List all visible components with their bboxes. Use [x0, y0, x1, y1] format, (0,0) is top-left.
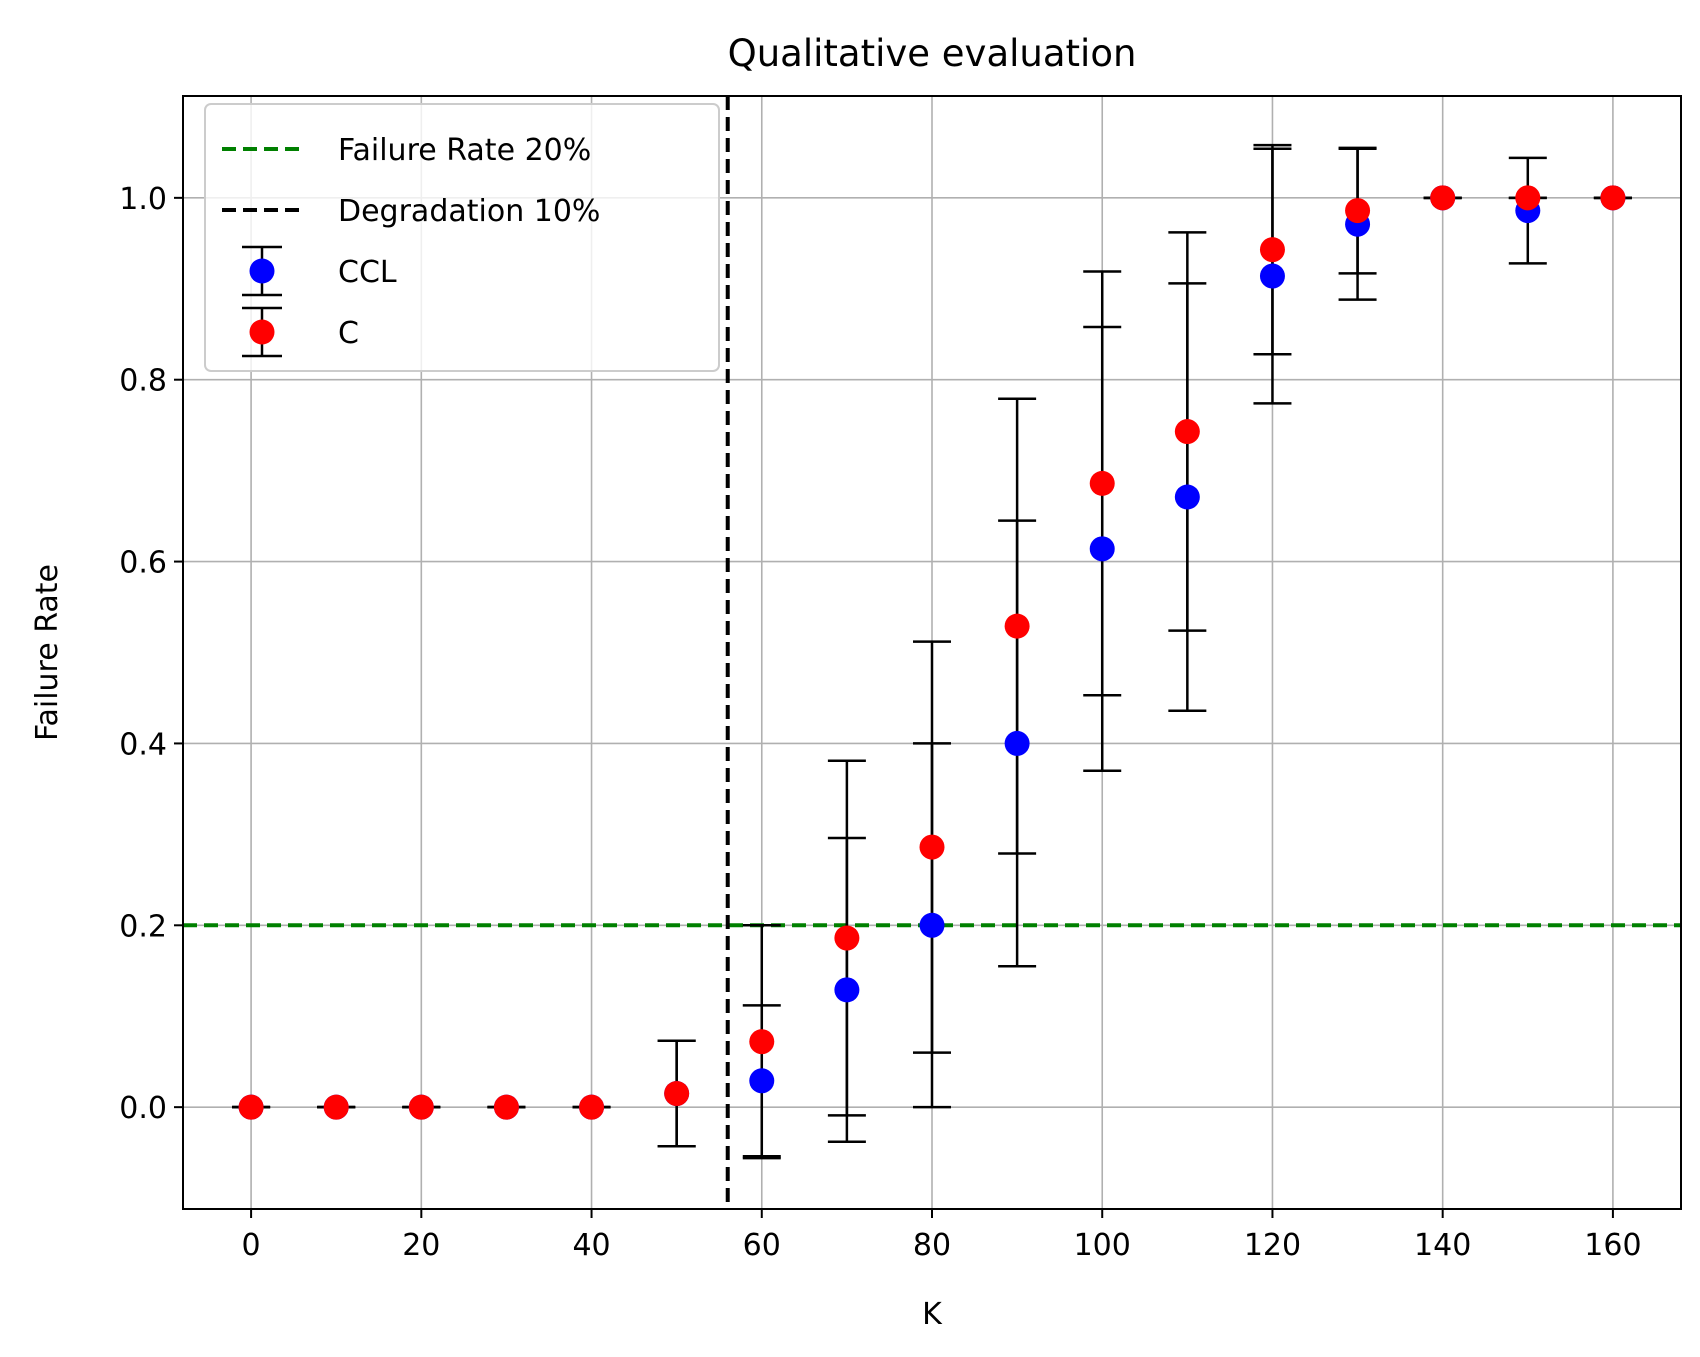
data-point-ccl: [749, 1068, 775, 1094]
data-points: [238, 185, 1626, 1120]
chart-title: Qualitative evaluation: [728, 32, 1137, 75]
y-axis-label: Failure Rate: [30, 564, 65, 741]
legend: Failure Rate 20% Degradation 10% CCL C: [204, 103, 720, 372]
data-point-c: [1089, 470, 1115, 496]
legend-label: Degradation 10%: [338, 194, 600, 229]
legend-box: [204, 103, 720, 372]
data-point-c: [1430, 185, 1456, 211]
data-point-c: [493, 1094, 519, 1120]
data-point-ccl: [1259, 263, 1285, 289]
data-point-c: [323, 1094, 349, 1120]
y-tick-label: 0.4: [119, 727, 167, 762]
y-tick-label: 0.6: [119, 546, 167, 581]
data-point-ccl: [1089, 536, 1115, 562]
data-point-c: [579, 1094, 605, 1120]
legend-label: Failure Rate 20%: [338, 133, 591, 168]
x-tick-label: 80: [913, 1228, 951, 1263]
data-point-c: [919, 834, 945, 860]
data-point-ccl: [834, 977, 860, 1003]
data-point-c: [834, 925, 860, 951]
data-point-c: [749, 1029, 775, 1055]
axis-ticks: 0 20 40 60 80 100 120 140 160 0.0 0.2 0.4 0.6 0.8 1.0: [119, 182, 1641, 1263]
x-tick-label: 140: [1414, 1228, 1471, 1263]
data-point-c: [1174, 419, 1200, 445]
data-point-c: [664, 1081, 690, 1107]
data-point-c: [1515, 185, 1541, 211]
legend-label: CCL: [338, 255, 397, 290]
legend-point-marker: [249, 258, 275, 284]
y-tick-label: 1.0: [119, 182, 167, 217]
data-point-ccl: [919, 912, 945, 938]
data-point-ccl: [1174, 484, 1200, 510]
y-tick-label: 0.0: [119, 1091, 167, 1126]
data-point-c: [408, 1094, 434, 1120]
legend-label: C: [338, 316, 359, 351]
x-axis-label: K: [922, 1297, 943, 1332]
data-point-c: [238, 1094, 264, 1120]
y-tick-label: 0.8: [119, 364, 167, 399]
x-tick-label: 0: [242, 1228, 261, 1263]
data-point-c: [1004, 613, 1030, 639]
legend-point-marker: [249, 319, 275, 345]
data-point-c: [1345, 198, 1371, 224]
x-tick-label: 60: [743, 1228, 781, 1263]
data-point-ccl: [1004, 730, 1030, 756]
y-tick-label: 0.2: [119, 909, 167, 944]
x-tick-label: 120: [1244, 1228, 1301, 1263]
x-tick-label: 20: [402, 1228, 440, 1263]
data-point-c: [1259, 237, 1285, 263]
x-tick-label: 100: [1074, 1228, 1131, 1263]
x-tick-label: 160: [1584, 1228, 1641, 1263]
data-point-c: [1600, 185, 1626, 211]
x-tick-label: 40: [572, 1228, 610, 1263]
